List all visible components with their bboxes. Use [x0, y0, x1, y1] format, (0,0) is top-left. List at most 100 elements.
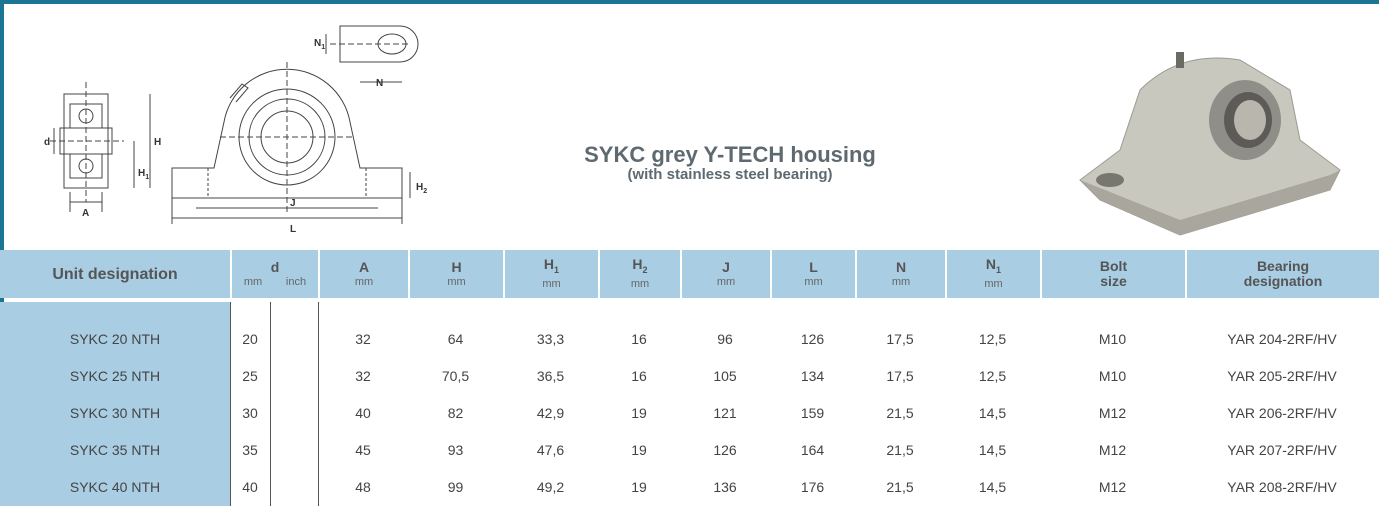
table-cell: 176: [770, 477, 855, 497]
unit: mm: [542, 278, 560, 290]
label-text: H: [138, 168, 145, 179]
label-subscript: 1: [996, 264, 1001, 274]
table-cell: SYKC 25 NTH: [0, 366, 230, 386]
table-cell: M10: [1040, 329, 1185, 349]
label-text: J: [722, 259, 730, 275]
unit-row: mm: [355, 275, 373, 289]
label-text: Unit designation: [52, 266, 177, 283]
table-cell: SYKC 35 NTH: [0, 440, 230, 460]
table-cell: 14,5: [945, 403, 1040, 423]
header-label: J: [722, 260, 730, 275]
label-line: Bolt: [1100, 258, 1127, 274]
unit-row: mm: [631, 277, 649, 291]
table-cell: 93: [408, 440, 503, 460]
table-cell: 19: [598, 440, 680, 460]
header-line: Bolt: [1100, 259, 1127, 274]
header-label: H: [451, 260, 461, 275]
table-cell: 21,5: [855, 403, 945, 423]
table-cell: 134: [770, 366, 855, 386]
dimension-label: H2: [416, 182, 427, 195]
table-cell: 12,5: [945, 329, 1040, 349]
table-cell: 126: [770, 329, 855, 349]
unit: mm: [804, 276, 822, 288]
unit-row: mm: [717, 275, 735, 289]
label-text: N: [896, 259, 906, 275]
table-cell: 16: [598, 366, 680, 386]
label-text: H: [544, 256, 554, 272]
table-cell: 14,5: [945, 440, 1040, 460]
table-cell: 19: [598, 477, 680, 497]
unit: mm: [631, 278, 649, 290]
table-cell: 40: [230, 477, 270, 497]
table-cell: 17,5: [855, 329, 945, 349]
table-cell: 14,5: [945, 477, 1040, 497]
column-header: N1mm: [947, 250, 1040, 298]
unit-row: mm: [892, 275, 910, 289]
table-cell: M12: [1040, 440, 1185, 460]
table-cell: 121: [680, 403, 770, 423]
table-cell: 42,9: [503, 403, 598, 423]
header-label: L: [809, 260, 818, 275]
table-cell: 159: [770, 403, 855, 423]
label-text: N: [314, 38, 321, 49]
table-cell: 35: [230, 440, 270, 460]
label-text: A: [82, 208, 89, 219]
label-line: designation: [1244, 273, 1323, 289]
table-cell: 82: [408, 403, 503, 423]
unit-row: mm: [804, 275, 822, 289]
table-cell: 49,2: [503, 477, 598, 497]
header-label: N1: [986, 257, 1001, 278]
unit: inch: [286, 275, 306, 289]
subtitle: (with stainless steel bearing): [480, 166, 980, 183]
label-line: size: [1100, 273, 1126, 289]
table-cell: 64: [408, 329, 503, 349]
table-cell: 16: [598, 329, 680, 349]
dimension-label: A: [82, 208, 89, 219]
table-cell: 33,3: [503, 329, 598, 349]
table-cell: 105: [680, 366, 770, 386]
table-cell: 12,5: [945, 366, 1040, 386]
title: SYKC grey Y-TECH housing: [480, 142, 980, 168]
table-cell: SYKC 20 NTH: [0, 329, 230, 349]
table-cell: 99: [408, 477, 503, 497]
label-text: d: [271, 259, 280, 275]
label-text: H: [451, 259, 461, 275]
table-cell: 136: [680, 477, 770, 497]
label-text: H: [154, 137, 161, 148]
dimension-label: H1: [138, 168, 149, 181]
header-line: designation: [1244, 274, 1323, 289]
table-cell: M10: [1040, 366, 1185, 386]
label-text: N: [376, 78, 383, 89]
table-cell: 21,5: [855, 440, 945, 460]
table-cell: 25: [230, 366, 270, 386]
header-line: size: [1100, 274, 1126, 289]
label-subscript: 2: [423, 188, 427, 195]
dimension-label: J: [290, 198, 296, 209]
top-border: [0, 0, 1379, 4]
header-line: Bearing: [1257, 259, 1309, 274]
label-subscript: 1: [321, 44, 325, 51]
table-cell: 19: [598, 403, 680, 423]
table-cell: YAR 205-2RF/HV: [1185, 366, 1379, 386]
column-rule: [270, 302, 271, 506]
header-label: Unit designation: [52, 267, 177, 282]
unit-row: mm: [447, 275, 465, 289]
table-cell: 36,5: [503, 366, 598, 386]
dimension-label: N: [376, 78, 383, 89]
table-cell: 40: [318, 403, 408, 423]
unit: mm: [717, 276, 735, 288]
label-text: L: [290, 224, 296, 235]
unit: mm: [892, 276, 910, 288]
table-cell: 47,6: [503, 440, 598, 460]
table-cell: M12: [1040, 477, 1185, 497]
page: N1NdHH1AJLH2 SYKC grey Y-TECH housing (w…: [0, 0, 1379, 506]
product-photo: [1060, 30, 1350, 240]
